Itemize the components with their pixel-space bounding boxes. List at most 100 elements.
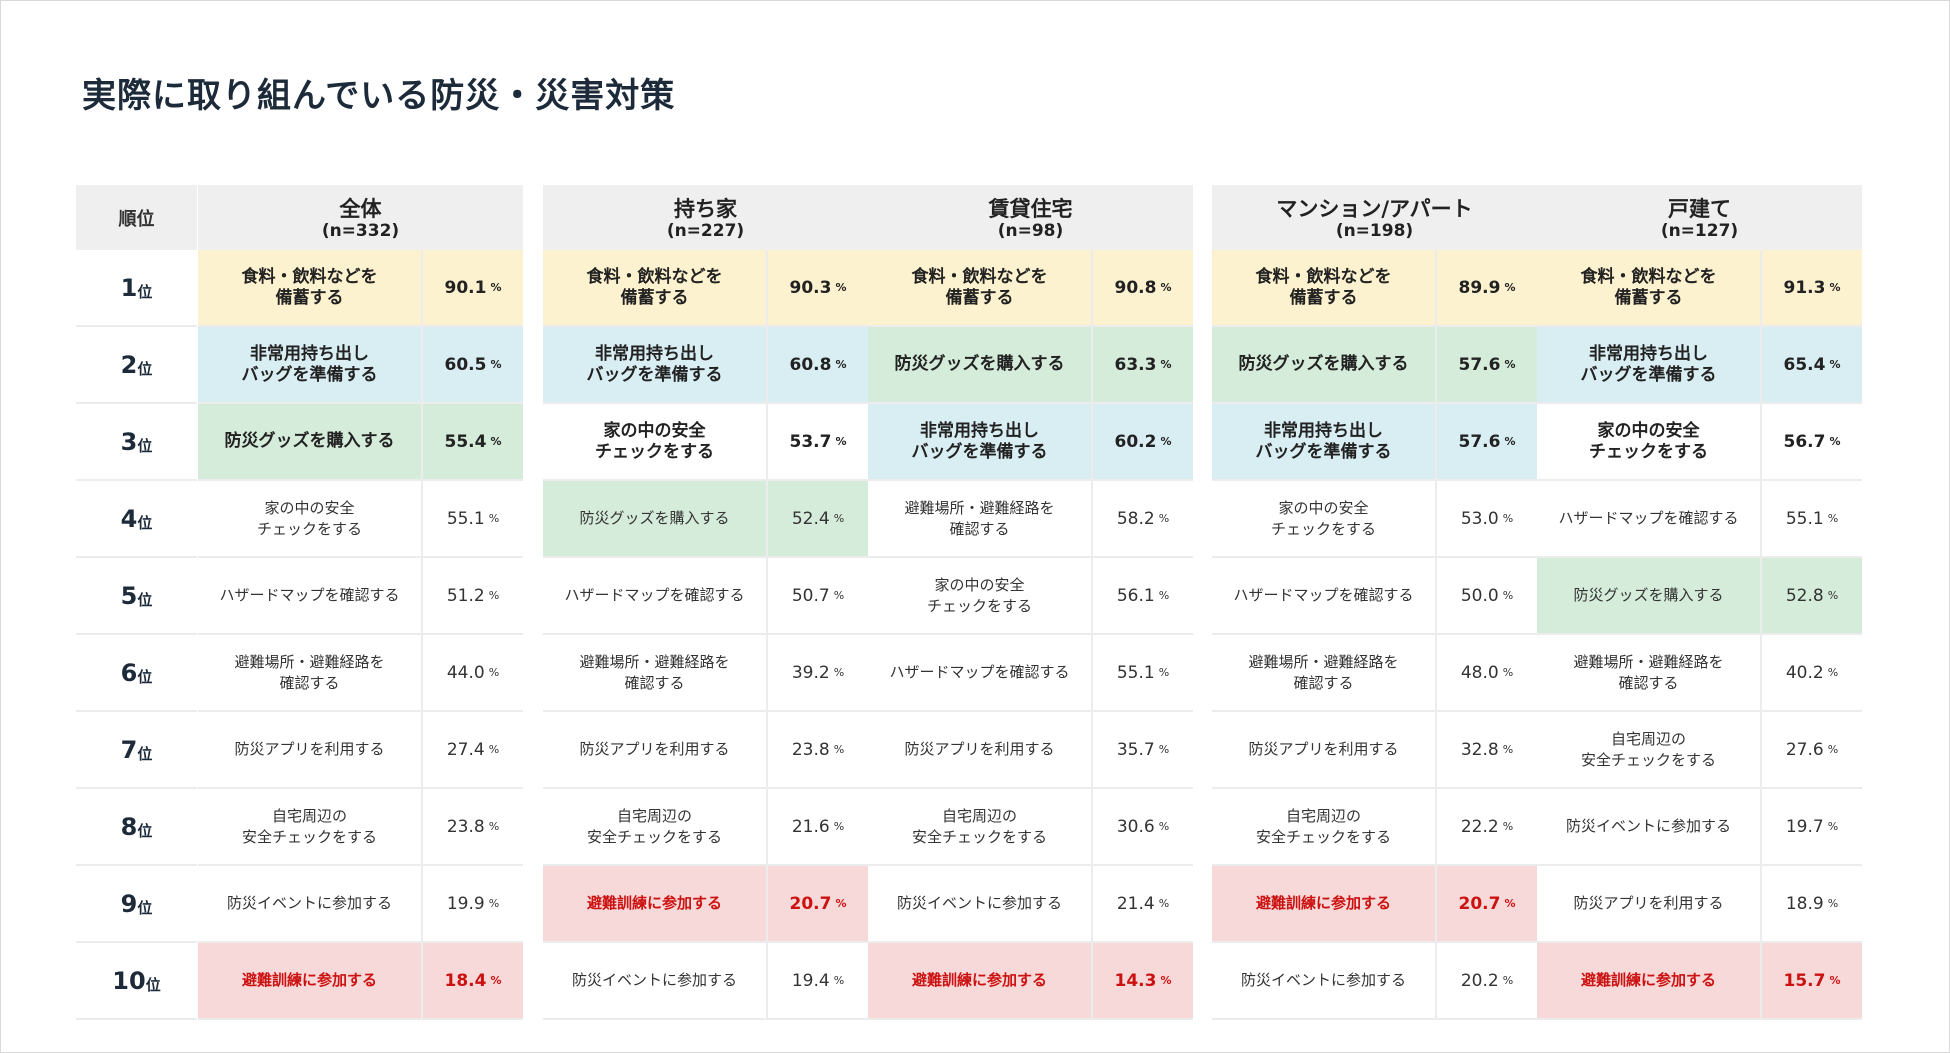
rank-header: 順位 xyxy=(76,185,197,250)
value-number: 18.4 xyxy=(444,970,487,991)
rank-unit: 位 xyxy=(137,514,153,532)
value-number: 27.4 xyxy=(446,739,485,760)
percent-unit: % xyxy=(1502,820,1514,833)
table-row: 自宅周辺の 安全チェックをする 22.2% xyxy=(1212,789,1537,866)
value-number: 55.1 xyxy=(446,508,485,529)
percentage-value: 52.4% xyxy=(768,481,868,556)
value-number: 60.5 xyxy=(444,354,487,375)
table-row: 防災イベントに参加する 20.2% xyxy=(1212,943,1537,1020)
table-row: 家の中の安全 チェックをする 56.1% xyxy=(868,558,1193,635)
percentage-value: 30.6% xyxy=(1093,789,1193,864)
value-number: 23.8 xyxy=(791,739,830,760)
value-number: 22.2 xyxy=(1460,816,1499,837)
measure-label: ハザードマップを確認する xyxy=(543,558,768,633)
percentage-value: 55.1% xyxy=(1762,481,1862,556)
measure-label: ハザードマップを確認する xyxy=(1537,481,1762,556)
table-row: 避難訓練に参加する 20.7% xyxy=(1212,866,1537,943)
segment-column: マンション/アパート (n=198) 食料・飲料などを 備蓄する 89.9% 防災グッズ… xyxy=(1212,185,1537,1020)
percentage-value: 22.2% xyxy=(1437,789,1537,864)
table-row: 非常用持ち出し バッグを準備する 60.5% xyxy=(198,327,523,404)
percentage-value: 15.7% xyxy=(1762,943,1862,1018)
table-row: 非常用持ち出し バッグを準備する 57.6% xyxy=(1212,404,1537,481)
measure-label: 避難訓練に参加する xyxy=(543,866,768,941)
measure-label: 非常用持ち出し バッグを準備する xyxy=(198,327,423,402)
value-number: 30.6 xyxy=(1116,816,1155,837)
percentage-value: 19.7% xyxy=(1762,789,1862,864)
percent-unit: % xyxy=(1158,512,1170,525)
table-row: ハザードマップを確認する 55.1% xyxy=(1537,481,1862,558)
percentage-value: 89.9% xyxy=(1437,250,1537,325)
percent-unit: % xyxy=(1504,281,1516,294)
table-row: 避難場所・避難経路を 確認する 58.2% xyxy=(868,481,1193,558)
percent-unit: % xyxy=(488,666,500,679)
value-number: 53.7 xyxy=(789,431,832,452)
percentage-value: 39.2% xyxy=(768,635,868,710)
table-row: 防災イベントに参加する 19.9% xyxy=(198,866,523,943)
percentage-value: 40.2% xyxy=(1762,635,1862,710)
percent-unit: % xyxy=(490,281,502,294)
segment-header: 戸建て (n=127) xyxy=(1537,185,1862,250)
percent-unit: % xyxy=(835,435,847,448)
measure-label: 食料・飲料などを 備蓄する xyxy=(543,250,768,325)
value-number: 20.7 xyxy=(789,893,832,914)
percentage-value: 27.6% xyxy=(1762,712,1862,787)
value-number: 20.7 xyxy=(1458,893,1501,914)
percentage-value: 23.8% xyxy=(423,789,523,864)
percentage-value: 90.8% xyxy=(1093,250,1193,325)
table-row: ハザードマップを確認する 50.0% xyxy=(1212,558,1537,635)
measure-label: 家の中の安全 チェックをする xyxy=(1537,404,1762,479)
percent-unit: % xyxy=(1158,897,1170,910)
value-number: 53.0 xyxy=(1460,508,1499,529)
value-number: 19.7 xyxy=(1785,816,1824,837)
table-row: 防災グッズを購入する 52.8% xyxy=(1537,558,1862,635)
segment-header: 持ち家 (n=227) xyxy=(543,185,868,250)
rank-cell: 10 位 xyxy=(76,943,197,1020)
segment-sample-size: (n=98) xyxy=(997,221,1064,241)
value-number: 60.2 xyxy=(1114,431,1157,452)
percentage-value: 21.4% xyxy=(1093,866,1193,941)
measure-label: 防災アプリを利用する xyxy=(868,712,1093,787)
percentage-value: 27.4% xyxy=(423,712,523,787)
rank-column: 順位 1 位 2 位 3 位 4 位 5 位 6 位 7 位 8 位 9 位 10 位 xyxy=(76,185,197,1020)
segment-name: 持ち家 xyxy=(674,197,737,221)
rank-unit: 位 xyxy=(137,745,153,763)
rank-number: 9 xyxy=(120,889,138,918)
percent-unit: % xyxy=(1158,589,1170,602)
measure-label: 自宅周辺の 安全チェックをする xyxy=(1537,712,1762,787)
segment-sample-size: (n=227) xyxy=(666,221,745,241)
table-row: 避難場所・避難経路を 確認する 44.0% xyxy=(198,635,523,712)
segment-sample-size: (n=332) xyxy=(321,221,400,241)
measure-label: ハザードマップを確認する xyxy=(1212,558,1437,633)
percent-unit: % xyxy=(1158,666,1170,679)
table-row: 自宅周辺の 安全チェックをする 23.8% xyxy=(198,789,523,866)
segment-name: 賃貸住宅 xyxy=(988,197,1073,221)
percentage-value: 53.0% xyxy=(1437,481,1537,556)
measure-label: 防災イベントに参加する xyxy=(1537,789,1762,864)
table-row: 家の中の安全 チェックをする 53.7% xyxy=(543,404,868,481)
segment-name: 全体 xyxy=(339,197,382,221)
percentage-value: 18.9% xyxy=(1762,866,1862,941)
measure-label: 食料・飲料などを 備蓄する xyxy=(1537,250,1762,325)
percent-unit: % xyxy=(833,666,845,679)
percent-unit: % xyxy=(1502,589,1514,602)
table-row: 食料・飲料などを 備蓄する 90.3% xyxy=(543,250,868,327)
measure-label: 自宅周辺の 安全チェックをする xyxy=(1212,789,1437,864)
rank-unit: 位 xyxy=(137,437,153,455)
percentage-value: 60.2% xyxy=(1093,404,1193,479)
measure-label: 自宅周辺の 安全チェックをする xyxy=(543,789,768,864)
percent-unit: % xyxy=(1502,666,1514,679)
percentage-value: 91.3% xyxy=(1762,250,1862,325)
value-number: 18.9 xyxy=(1785,893,1824,914)
percent-unit: % xyxy=(1160,974,1172,987)
percent-unit: % xyxy=(1827,666,1839,679)
value-number: 40.2 xyxy=(1785,662,1824,683)
segment-sample-size: (n=127) xyxy=(1660,221,1739,241)
percent-unit: % xyxy=(490,974,502,987)
table-row: 家の中の安全 チェックをする 55.1% xyxy=(198,481,523,558)
value-number: 23.8 xyxy=(446,816,485,837)
percentage-value: 63.3% xyxy=(1093,327,1193,402)
